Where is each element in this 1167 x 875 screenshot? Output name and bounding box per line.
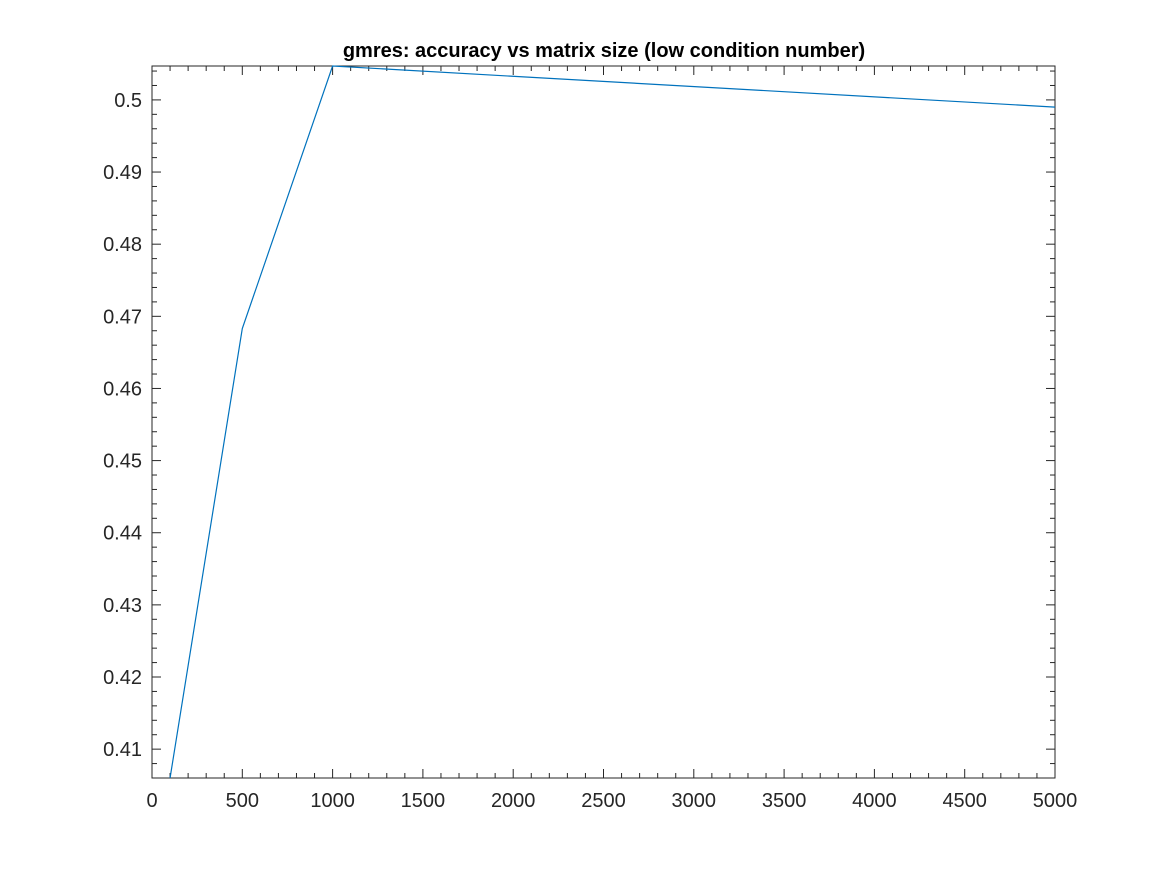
plot-area: 0 500 1000 1500 2000 2500 3000 3500 4000 4500 5000…	[103, 65, 1078, 812]
y-tick-label: 0.47	[103, 306, 142, 328]
series-line	[169, 65, 1056, 779]
axes-box	[151, 65, 1056, 779]
chart-title: gmres: accuracy vs matrix size (low cond…	[343, 40, 865, 62]
y-tick-label: 0.41	[103, 739, 142, 761]
x-tick-label: 5000	[1033, 790, 1078, 812]
y-tick-label: 0.45	[103, 451, 142, 473]
y-tick-label: 0.44	[103, 523, 142, 545]
x-tick-label: 0	[146, 790, 157, 812]
y-tick-label: 0.48	[103, 234, 142, 256]
x-tick-label: 1000	[310, 790, 355, 812]
x-tick-label: 3500	[762, 790, 807, 812]
y-tick-label: 0.49	[103, 162, 142, 184]
x-tick-label: 4500	[942, 790, 987, 812]
x-tick-label: 2000	[491, 790, 536, 812]
x-tick-label: 500	[226, 790, 259, 812]
x-tick-label: 2500	[581, 790, 626, 812]
y-tick-label: 0.5	[114, 90, 142, 112]
x-tick-label: 3000	[672, 790, 717, 812]
y-tick-label: 0.43	[103, 595, 142, 617]
y-tick-label: 0.42	[103, 667, 142, 689]
y-tick-label: 0.46	[103, 378, 142, 400]
x-tick-label: 4000	[852, 790, 897, 812]
x-tick-label: 1500	[401, 790, 446, 812]
